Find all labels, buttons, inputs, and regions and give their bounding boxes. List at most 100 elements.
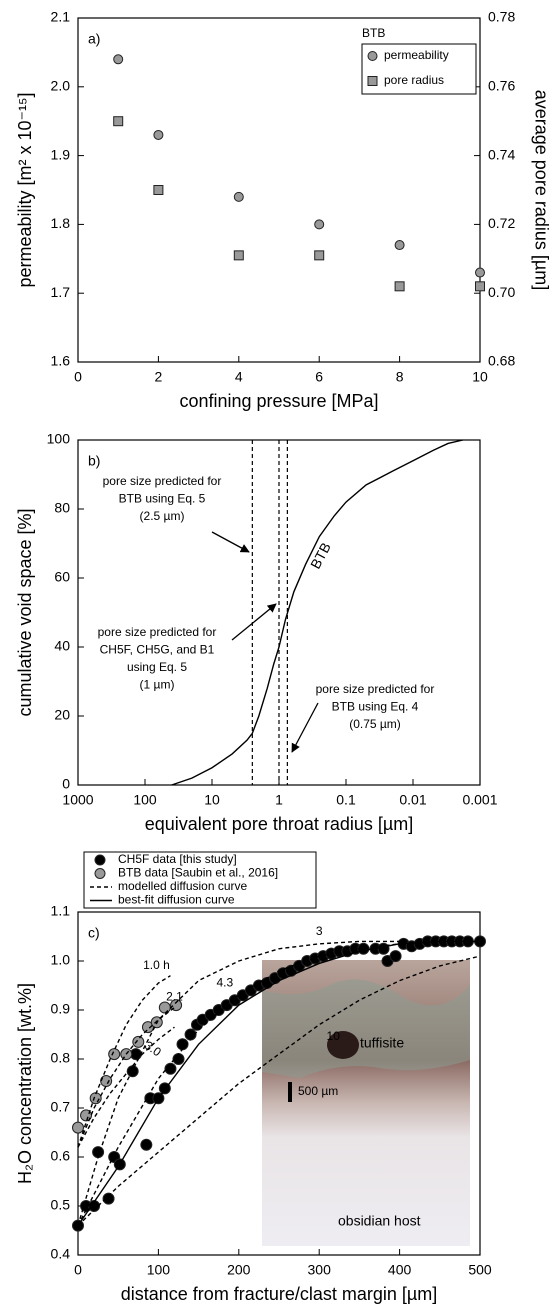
point <box>113 54 124 65</box>
point <box>108 1048 121 1061</box>
y-axis-title: H₂O concentration [wt.%] <box>15 983 35 1184</box>
model-curve <box>77 955 481 1227</box>
y-tick-label: 1.8 <box>51 215 71 231</box>
inset-label: tuffisite <box>360 1035 404 1051</box>
legend-label: BTB data [Saubin et al., 2016] <box>118 866 278 880</box>
y2-tick-label: 0.74 <box>488 146 515 162</box>
inset-label: obsidian host <box>338 1213 421 1229</box>
x-axis-title: distance from fracture/clast margin [µm] <box>121 1284 437 1304</box>
data-line <box>77 940 480 1226</box>
legend-label: pore radius <box>384 73 444 87</box>
x-tick-label: 8 <box>396 369 404 385</box>
legend-label: CH5F data [this study] <box>118 852 237 866</box>
point <box>314 250 325 261</box>
y-axis-title: permeability [m² x 10⁻¹⁵] <box>15 92 35 287</box>
y-tick-label: 0.7 <box>51 1099 71 1115</box>
plot-frame <box>77 17 481 363</box>
x-tick-label: 10 <box>472 369 488 385</box>
point <box>233 250 244 261</box>
curve-label: 4.3 <box>216 975 233 989</box>
point <box>475 267 485 278</box>
inset-photo <box>262 960 470 1246</box>
legend-title: BTB <box>362 26 385 40</box>
legend-symbol <box>367 51 378 61</box>
point <box>314 219 325 230</box>
plot-frame <box>77 911 481 1256</box>
annotation: pore size predicted for <box>103 474 222 488</box>
legend-symbol <box>367 76 378 86</box>
legend-label: best-fit diffusion curve <box>118 893 235 907</box>
point <box>100 1075 113 1088</box>
point <box>113 116 124 127</box>
data-line <box>171 439 464 786</box>
x-tick-label: 0.1 <box>336 792 356 808</box>
y-tick-label: 0.6 <box>51 1148 71 1164</box>
y-tick-label: 40 <box>54 638 70 654</box>
y-tick-label: 2.1 <box>51 9 71 25</box>
x-tick-label: 300 <box>308 1262 332 1278</box>
point <box>89 1092 102 1105</box>
x-axis-title: equivalent pore throat radius [µm] <box>145 814 414 834</box>
y-tick-label: 20 <box>54 707 70 723</box>
curve-label: 10 <box>327 1029 341 1043</box>
curve-label: 2.1 <box>166 990 183 1004</box>
y2-tick-label: 0.70 <box>488 284 515 300</box>
y-tick-label: 0.4 <box>51 1246 71 1262</box>
y-tick-label: 1.9 <box>51 146 71 162</box>
legend-box <box>361 43 477 95</box>
arrow <box>231 603 277 641</box>
y2-axis-title: average pore radius [µm] <box>531 90 551 290</box>
annotation: pore size predicted for <box>98 625 217 639</box>
x-tick-label: 400 <box>388 1262 412 1278</box>
annotation: (1 µm) <box>140 678 175 692</box>
x-tick-label: 1000 <box>62 792 93 808</box>
y-tick-label: 0.5 <box>51 1197 71 1213</box>
annotation: (2.5 µm) <box>140 509 185 523</box>
point <box>153 185 164 195</box>
panel-label: a) <box>88 31 100 47</box>
panel-label: c) <box>88 925 100 941</box>
x-tick-label: 6 <box>315 369 323 385</box>
y-tick-label: 80 <box>54 500 70 516</box>
curve-label: 3.0 <box>142 1038 164 1059</box>
panel-label: b) <box>88 453 100 469</box>
x-tick-label: 1 <box>275 792 283 808</box>
y-tick-label: 0 <box>62 776 70 792</box>
legend-symbol <box>94 854 106 866</box>
x-tick-label: 200 <box>227 1262 251 1278</box>
y2-tick-label: 0.76 <box>488 78 515 94</box>
x-tick-label: 100 <box>147 1262 171 1278</box>
model-curve <box>77 1006 175 1148</box>
point <box>389 950 402 963</box>
curve-label: 1.0 h <box>143 958 170 972</box>
x-tick-label: 4 <box>235 369 243 385</box>
point <box>153 129 164 140</box>
point <box>164 1062 177 1075</box>
point <box>140 1138 153 1151</box>
y-tick-label: 2.0 <box>51 78 71 94</box>
annotation: pore size predicted for <box>316 682 435 696</box>
y-tick-label: 1.0 <box>51 952 71 968</box>
x-tick-label: 0.001 <box>462 792 497 808</box>
annotation: using Eq. 5 <box>127 660 187 674</box>
curve-label: 3 <box>316 924 323 938</box>
annotation: CH5F, CH5G, and B1 <box>100 643 215 657</box>
inset-label: 500 µm <box>298 1084 338 1098</box>
y-tick-label: 0.9 <box>51 1001 71 1017</box>
point <box>132 1035 145 1048</box>
y-axis-title: cumulative void space [%] <box>15 508 35 716</box>
legend-box <box>83 851 317 909</box>
x-axis-title: confining pressure [MPa] <box>179 391 378 411</box>
y2-tick-label: 0.72 <box>488 215 515 231</box>
point <box>394 281 405 292</box>
x-tick-label: 0.01 <box>399 792 426 808</box>
y2-tick-label: 0.78 <box>488 9 515 25</box>
legend-label: modelled diffusion curve <box>118 879 248 893</box>
model-curve <box>77 943 400 1226</box>
x-tick-label: 0 <box>74 369 82 385</box>
y-tick-label: 100 <box>47 431 71 447</box>
y2-tick-label: 0.68 <box>488 353 515 369</box>
point <box>394 240 405 251</box>
x-tick-label: 100 <box>133 792 157 808</box>
